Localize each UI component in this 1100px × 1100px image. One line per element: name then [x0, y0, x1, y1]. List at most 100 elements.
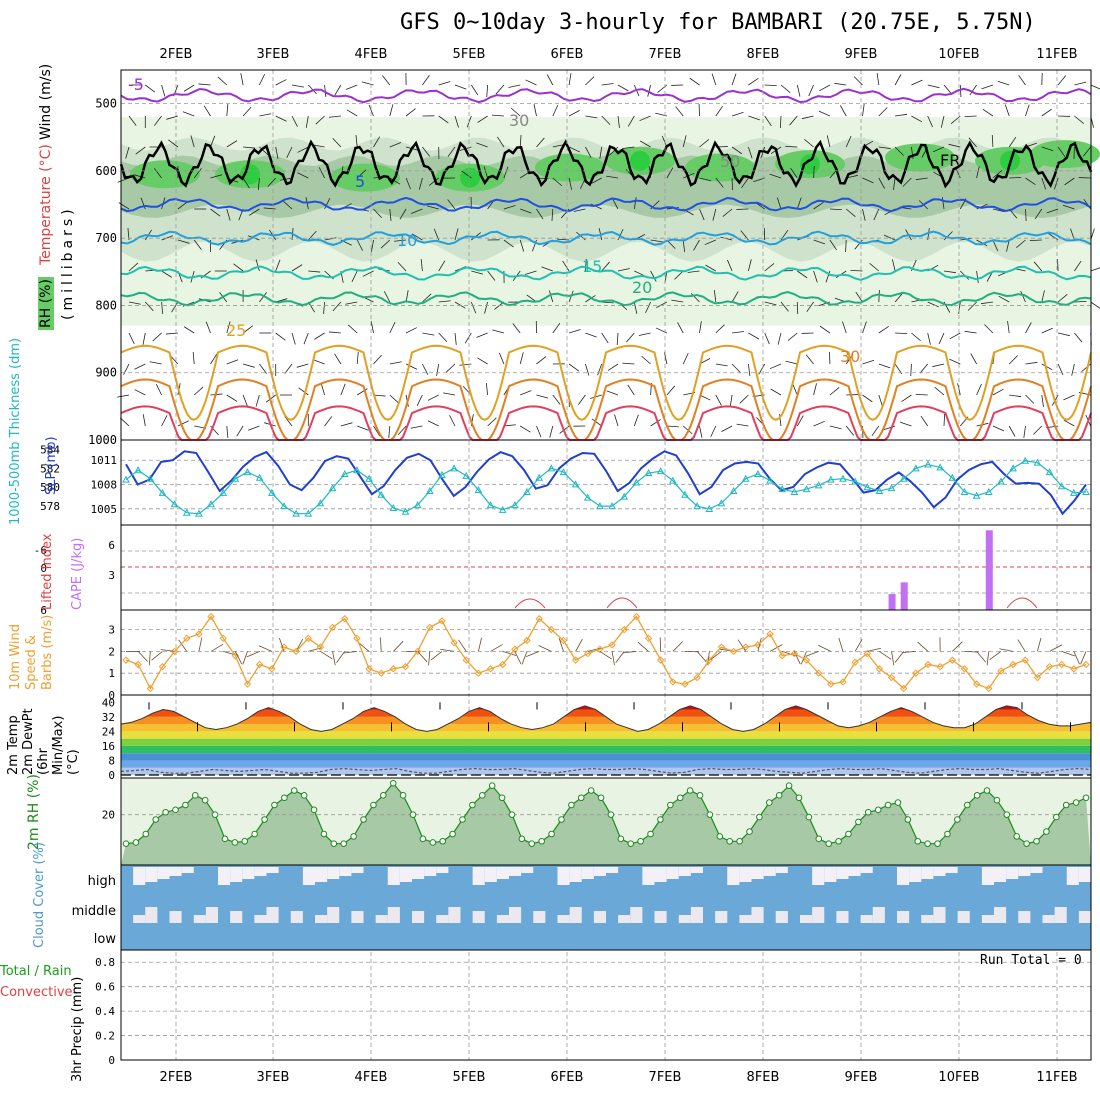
ylabel-temp2m: 2m Temp 2m DewPt (6hr Min/Max) (°C)	[6, 708, 81, 775]
wind-barb	[731, 73, 737, 86]
wind-speed-point	[1082, 660, 1090, 669]
wind-barb	[699, 177, 712, 182]
rh-fill-90	[1030, 140, 1100, 169]
wind-barb	[818, 110, 831, 117]
wind-barb	[258, 645, 272, 652]
wind-barb	[298, 387, 309, 396]
wind-speed-point	[413, 647, 422, 656]
wind-barb	[715, 105, 724, 117]
wind-barb	[1025, 104, 1030, 117]
wind-speed-point	[948, 656, 957, 664]
wind-barb	[1041, 363, 1053, 371]
rh2m-point	[894, 799, 902, 806]
wind-barb	[134, 363, 146, 370]
ylabel-rh: RH (%)	[38, 277, 54, 330]
wind-barb	[275, 332, 286, 341]
y-tick-label: 20	[102, 809, 115, 822]
wind-barb	[1041, 146, 1054, 152]
cloud-high-fill	[133, 867, 146, 885]
wind-barb	[154, 115, 162, 126]
wind-barb	[715, 394, 722, 406]
wind-barb	[867, 647, 881, 652]
wind-barb	[454, 228, 459, 241]
date-label-top: 2FEB	[160, 47, 193, 62]
wind-barb	[915, 393, 928, 396]
wind-speed-point	[924, 660, 932, 669]
thickness-line	[125, 460, 1087, 515]
wind-barb	[1090, 84, 1100, 90]
wind-barb	[334, 353, 342, 365]
rh2m-point	[370, 801, 377, 809]
rh2m-point	[963, 801, 971, 809]
slp-line	[125, 450, 1087, 516]
wind-barb	[454, 84, 467, 90]
wind-barb	[422, 75, 430, 86]
thickness-point	[377, 490, 386, 498]
cloud-row-label: middle	[72, 904, 116, 919]
cloud-high-fill	[254, 867, 267, 876]
wind-barb	[203, 105, 211, 117]
wind-barb	[819, 84, 831, 92]
wind-barb	[148, 651, 151, 666]
wind-barb	[789, 115, 798, 126]
wind-barb	[601, 115, 611, 125]
rh2m-point	[281, 794, 288, 802]
temperature-contour	[120, 87, 1092, 104]
rh2m-point	[934, 840, 941, 847]
wind-barb	[1041, 290, 1045, 303]
wind-barb	[1090, 267, 1100, 272]
cloud-bg	[121, 865, 1091, 950]
wind-barb	[645, 301, 651, 314]
y-tick-label: 0	[108, 689, 115, 702]
date-label-top: 10FEB	[938, 47, 979, 62]
dewpoint-line	[120, 767, 1092, 774]
rh2m-point	[884, 801, 892, 809]
wind-barb	[1029, 239, 1042, 242]
thickness-point	[948, 473, 957, 481]
wind-barb	[981, 84, 994, 90]
wind-barb	[731, 363, 741, 373]
rh2m-point	[122, 840, 130, 847]
thickness-point	[158, 488, 167, 496]
rh2m-point	[211, 811, 219, 818]
wind-barb	[161, 235, 173, 241]
wind-barb	[792, 383, 798, 396]
wind-speed-point	[243, 680, 252, 688]
rh2m-point	[944, 830, 951, 838]
wind-barb	[340, 422, 353, 427]
wind-barb	[145, 84, 156, 93]
wind-barb	[320, 383, 325, 396]
cloud-high-fill	[739, 867, 752, 882]
thickness-point	[887, 484, 896, 492]
wind-barb	[568, 177, 572, 190]
wind-barb	[332, 137, 342, 148]
wind-speed-point	[632, 612, 641, 621]
cloud-middle-fill	[739, 915, 752, 923]
wind-barb	[552, 323, 561, 334]
wind-barb	[895, 113, 908, 117]
cloud-high-fill	[266, 867, 279, 873]
wind-barb	[992, 208, 1005, 213]
wind-speed-point	[972, 680, 981, 688]
wind-barb	[533, 104, 537, 117]
wind-barb	[177, 201, 188, 210]
cloud-middle-fill	[533, 911, 546, 923]
cloud-high-fill	[897, 867, 910, 885]
wind-barb	[438, 260, 446, 272]
cloud-middle-fill	[375, 915, 388, 923]
wind-barb	[675, 106, 684, 117]
wind-barb	[485, 383, 488, 396]
wind-speed-point	[656, 656, 665, 664]
cloud-high-fill	[351, 867, 364, 873]
y-tick-label: 700	[95, 231, 117, 245]
wind-barb	[893, 177, 896, 190]
thickness-point	[474, 486, 483, 494]
wind-barb	[168, 139, 179, 148]
wind-barb	[722, 208, 733, 217]
wind-barb	[805, 651, 819, 657]
wind-barb	[769, 644, 783, 652]
wind-barb	[183, 326, 195, 334]
wind-barb	[682, 239, 686, 252]
rh2m-point	[340, 840, 348, 847]
wind-barb	[1034, 208, 1043, 220]
